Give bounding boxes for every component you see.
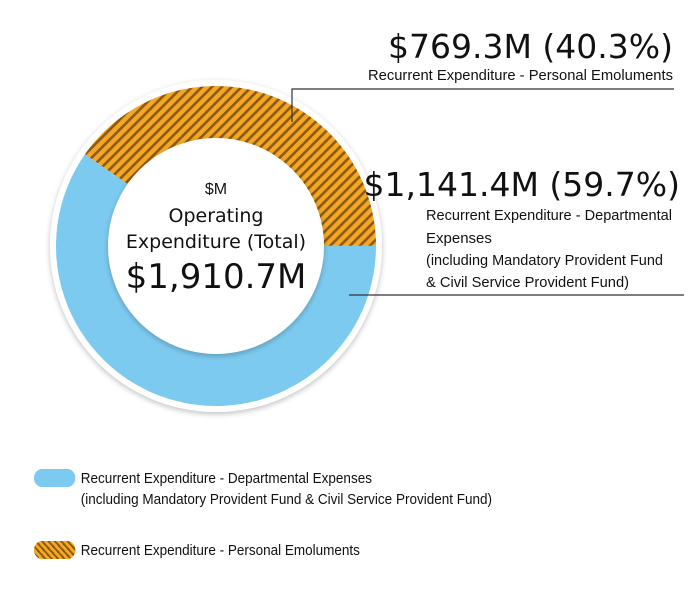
- callout-label-departmental-line4: & Civil Service Provident Fund): [426, 274, 629, 291]
- legend-label-departmental-expenses: Recurrent Expenditure - Departmental Exp…: [81, 468, 492, 510]
- center-total-value: $1,910.7M: [126, 257, 307, 297]
- leader-line-personal-emoluments: [291, 88, 674, 122]
- callout-value-departmental-expenses: $1,141.4M (59.7%): [364, 165, 681, 204]
- legend-swatch-departmental-expenses: [34, 469, 76, 487]
- legend-second: Recurrent Expenditure - Personal Emolume…: [34, 540, 360, 561]
- center-title-line1: Operating: [169, 205, 264, 227]
- callout-value-personal-emoluments: $769.3M (40.3%): [388, 27, 673, 66]
- legend-label-line1: Recurrent Expenditure - Departmental Exp…: [80, 470, 372, 487]
- legend-label-line2: (including Mandatory Provident Fund & Ci…: [80, 491, 493, 508]
- inner-white-disc: [108, 138, 324, 354]
- callout-label-personal-emoluments: Recurrent Expenditure - Personal Emolume…: [368, 67, 673, 84]
- legend-label-line1: Recurrent Expenditure - Personal Emolume…: [80, 542, 360, 559]
- legend-swatch-personal-emoluments: [34, 541, 76, 559]
- callout-label-departmental-line2: Expenses: [426, 230, 492, 247]
- callout-label-departmental-line1: Recurrent Expenditure - Departmental: [426, 207, 672, 224]
- center-unit-label: $M: [205, 181, 227, 198]
- legend: Recurrent Expenditure - Departmental Exp…: [34, 468, 492, 510]
- slice-personal-emoluments: [84, 86, 376, 246]
- callout-label-departmental-line3: (including Mandatory Provident Fund: [426, 252, 663, 269]
- center-title-line2: Expenditure (Total): [126, 231, 306, 253]
- legend-label-personal-emoluments: Recurrent Expenditure - Personal Emolume…: [81, 540, 360, 561]
- slices-group: [56, 86, 377, 406]
- slice-departmental-expenses: [56, 154, 377, 406]
- legend-item-departmental-expenses: Recurrent Expenditure - Departmental Exp…: [34, 468, 492, 510]
- legend-item-personal-emoluments: Recurrent Expenditure - Personal Emolume…: [34, 540, 360, 561]
